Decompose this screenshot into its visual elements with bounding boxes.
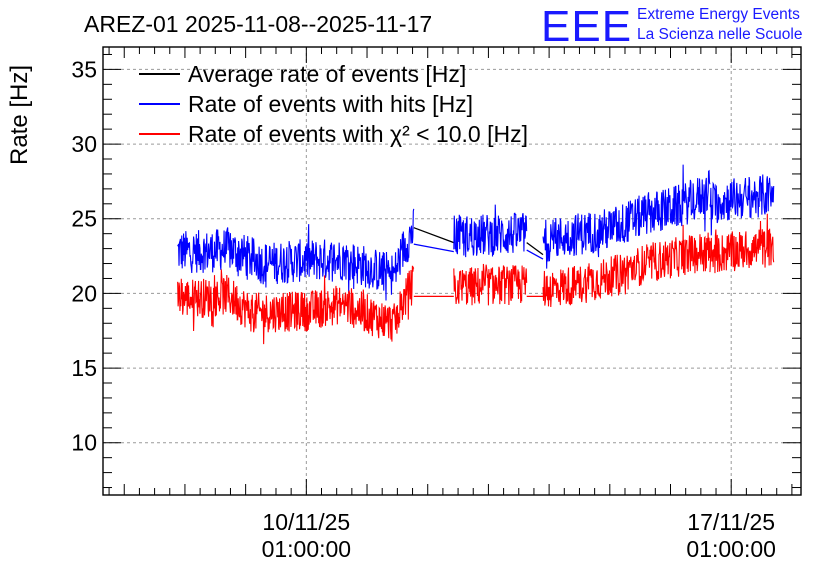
logo-line1: Extreme Energy Events [637, 6, 800, 23]
legend-label-0: Average rate of events [Hz] [188, 61, 466, 87]
y-tick-label-10: 10 [71, 430, 97, 456]
legend: Average rate of events [Hz] Rate of event… [139, 61, 528, 147]
gap-connector-1 [526, 242, 544, 256]
x-tick-label-date-0: 10/11/25 [262, 509, 350, 535]
gap-connector-3 [526, 249, 544, 260]
y-axis-ticks [103, 53, 801, 489]
series-hits-segment-1 [453, 204, 528, 258]
y-tick-label-35: 35 [71, 56, 97, 82]
series-chi2-segment-3 [709, 213, 775, 274]
plot-frame [102, 46, 802, 496]
series-hits-segment-2 [542, 164, 711, 269]
data-series [177, 164, 775, 345]
y-tick-label-20: 20 [71, 280, 97, 306]
y-tick-label-25: 25 [71, 206, 97, 232]
gap-connector-2 [413, 243, 454, 253]
legend-label-1: Rate of events with hits [Hz] [188, 91, 473, 117]
series-chi2-segment-0 [177, 265, 415, 345]
logo-line2: La Scienza nelle Scuole [637, 26, 802, 43]
gap-connector-0 [413, 227, 455, 244]
y-tick-label-15: 15 [71, 355, 97, 381]
legend-label-2: Rate of events with χ² < 10.0 [Hz] [188, 121, 528, 147]
y-tick-label-30: 30 [71, 131, 97, 157]
y-axis-label: Rate [Hz] [6, 65, 33, 165]
series-chi2-segment-2 [542, 224, 711, 307]
x-tick-label-time-1: 01:00:00 [686, 536, 776, 562]
chart-title: AREZ-01 2025-11-08--2025-11-17 [84, 11, 432, 37]
series-chi2-segment-1 [453, 263, 528, 306]
logo-eee: EEE [541, 2, 632, 51]
plot-frame-rect [102, 46, 802, 496]
series-hits-segment-0 [177, 208, 415, 301]
grid-lines [103, 47, 801, 495]
series-hits-segment-3 [709, 174, 775, 236]
x-axis-ticks [108, 47, 793, 495]
y-tick-labels: 10 15 20 25 30 35 [71, 56, 97, 455]
x-tick-label-date-1: 17/11/25 [687, 509, 775, 535]
x-tick-label-time-0: 01:00:00 [262, 536, 352, 562]
